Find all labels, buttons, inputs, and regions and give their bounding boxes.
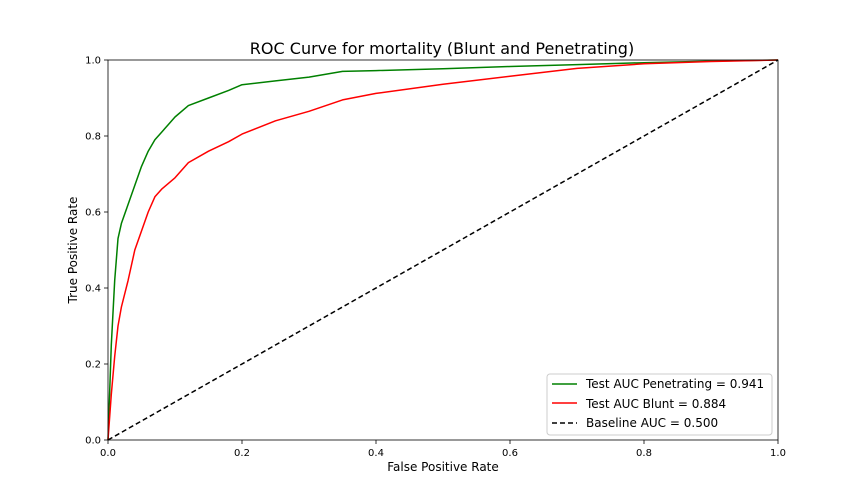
x-axis-label: False Positive Rate [387,460,499,474]
y-axis-ticks: 0.0 0.2 0.4 0.6 0.8 1.0 [85,56,108,447]
legend-box [546,373,773,436]
series-line-1 [107,59,779,441]
x-tick-label: 0.4 [368,448,384,459]
y-tick-label: 0.4 [85,284,101,295]
x-tick-label: 0.0 [100,448,116,459]
series-line-2 [107,59,779,441]
y-tick-label: 0.6 [85,208,101,219]
y-tick-label: 0.0 [85,436,101,447]
legend-label-penetrating: Test AUC Penetrating = 0.941 [585,377,764,391]
y-tick-label: 0.8 [85,132,101,143]
y-tick-label: 0.2 [85,360,101,371]
y-axis-label: True Positive Rate [66,197,80,305]
legend-label-blunt: Test AUC Blunt = 0.884 [585,397,726,411]
x-tick-label: 0.2 [234,448,250,459]
legend: Test AUC Penetrating = 0.941 Test AUC Bl… [546,373,773,436]
legend-label-baseline: Baseline AUC = 0.500 [586,416,718,430]
plot-frame [107,59,779,441]
x-axis-ticks: 0.0 0.2 0.4 0.6 0.8 1.0 [100,440,786,459]
x-tick-label: 0.6 [502,448,518,459]
x-tick-label: 1.0 [770,448,786,459]
x-tick-label: 0.8 [636,448,652,459]
y-tick-label: 1.0 [85,56,101,67]
series-layer [107,59,779,441]
series-line-0 [107,59,779,441]
chart-title: ROC Curve for mortality (Blunt and Penet… [250,39,634,58]
